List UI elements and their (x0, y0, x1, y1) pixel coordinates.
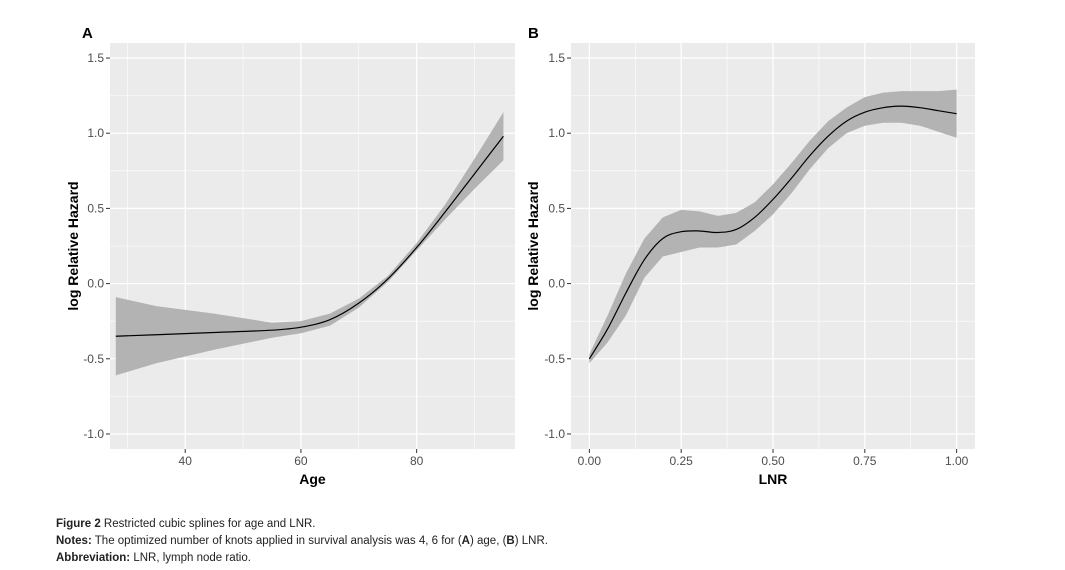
panel-a-y-axis-title: log Relative Hazard (65, 181, 81, 310)
figure-caption: Figure 2 Restricted cubic splines for ag… (56, 516, 1056, 567)
caption-notes-label: Notes: (56, 535, 92, 547)
panel-a-y-tick-label: 1.0 (87, 126, 104, 140)
caption-abbrev-label: Abbreviation: (56, 552, 131, 564)
caption-notes-text-1: The optimized number of knots applied in… (91, 535, 462, 547)
panel-b: 0.00 0.25 0.50 0.75 1.00 -1.0 -0.5 0.0 0.5 1.0 1.5… (525, 25, 975, 487)
panel-a: 40 60 80 -1.0 -0.5 0.0 0.5 1.0 1.5 Age log Relativ… (65, 25, 515, 487)
panel-a-x-tick-label: 40 (179, 454, 193, 468)
caption-figure-label: Figure 2 (56, 518, 101, 530)
panel-a-spline-line (115, 135, 504, 337)
panel-a-x-tick-label: 80 (410, 454, 424, 468)
caption-abbrev-text: LNR, lymph node ratio. (130, 552, 251, 564)
figure: 40 60 80 -1.0 -0.5 0.0 0.5 1.0 1.5 Age log Relativ… (65, 25, 975, 487)
panel-a-y-tick-label: 1.5 (87, 51, 104, 65)
panel-b-x-axis-title: LNR (759, 471, 788, 487)
panel-b-x-tick-label: 1.00 (945, 454, 969, 468)
panel-b-spline-line (588, 105, 957, 360)
caption-notes-text-3: ) LNR. (514, 535, 548, 547)
caption-title-line: Figure 2 Restricted cubic splines for ag… (56, 516, 1056, 533)
caption-figure-text: Restricted cubic splines for age and LNR… (100, 518, 316, 530)
panel-b-label: B (528, 25, 539, 42)
panel-b-y-tick-label: 0.5 (548, 201, 565, 215)
panel-b-x-tick-label: 0.75 (853, 454, 877, 468)
panel-b-x-tick-label: 0.50 (761, 454, 785, 468)
panel-a-y-tick-label: 0.0 (87, 277, 104, 291)
caption-notes-a: A (461, 535, 470, 547)
panel-a-label: A (82, 25, 93, 42)
panel-a-x-tick-label: 60 (294, 454, 308, 468)
panel-b-y-axis-title: log Relative Hazard (525, 181, 541, 310)
panel-a-confidence-band (115, 112, 504, 376)
caption-abbrev-line: Abbreviation: LNR, lymph node ratio. (56, 550, 1056, 567)
caption-notes-b: B (506, 535, 515, 547)
panel-a-y-tick-label: 0.5 (87, 201, 104, 215)
panel-b-y-tick-label: 0.0 (548, 277, 565, 291)
panel-a-y-tick-label: -0.5 (83, 352, 104, 366)
panel-b-x-tick-label: 0.00 (578, 454, 602, 468)
panel-b-y-tick-label: -1.0 (544, 427, 565, 441)
panel-b-y-tick-label: 1.0 (548, 126, 565, 140)
panel-a-y-tick-label: -1.0 (83, 427, 104, 441)
panel-b-x-tick-label: 0.25 (670, 454, 694, 468)
panel-a-x-axis-title: Age (299, 471, 326, 487)
caption-notes-line: Notes: The optimized number of knots app… (56, 533, 1056, 550)
panel-b-confidence-band (589, 89, 957, 364)
panel-b-y-tick-label: 1.5 (548, 51, 565, 65)
panel-b-y-tick-label: -0.5 (544, 352, 565, 366)
caption-notes-text-2: ) age, ( (469, 535, 507, 547)
